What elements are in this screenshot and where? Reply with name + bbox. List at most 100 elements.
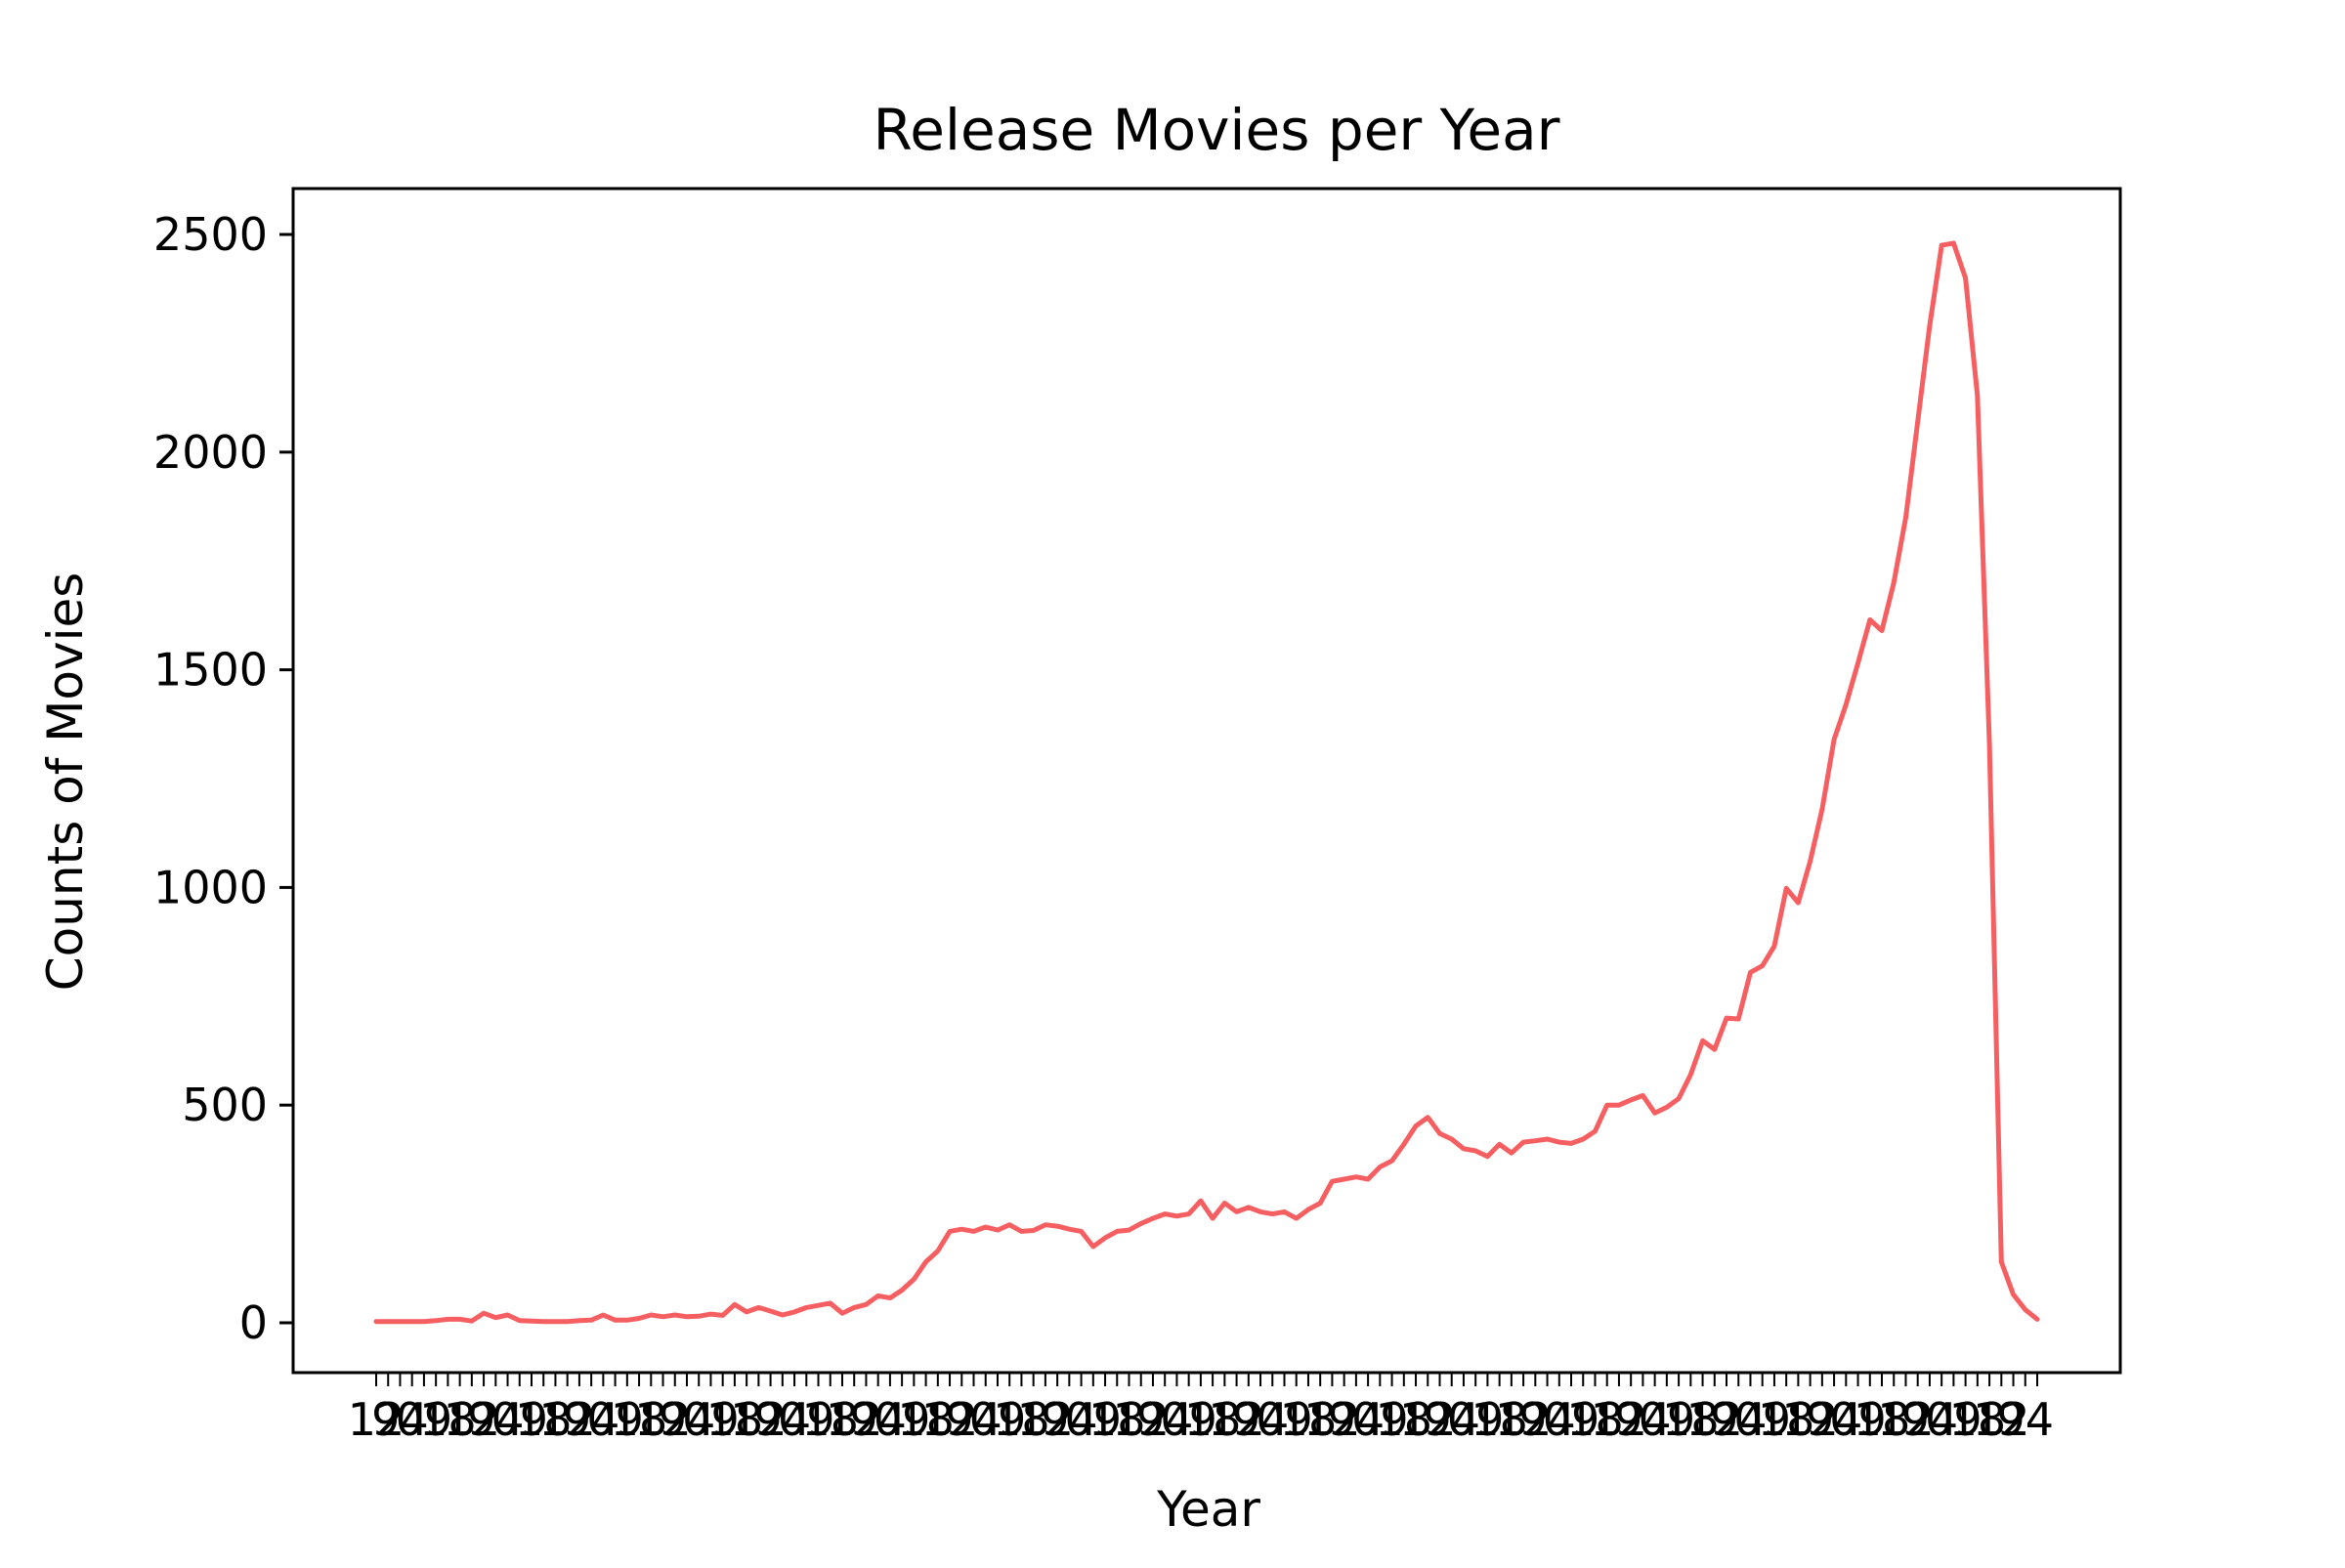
x-tick-label: 94: [1232, 1393, 1290, 1446]
x-tick-label: 18: [1758, 1393, 1815, 1446]
data-point: [482, 1311, 487, 1316]
data-point: [900, 1288, 905, 1293]
data-point: [912, 1277, 917, 1282]
x-tick-label: 94: [659, 1393, 716, 1446]
data-point: [1150, 1216, 1155, 1221]
x-tick-label: 18: [1949, 1393, 2007, 1446]
data-point: [983, 1224, 988, 1229]
data-point: [2035, 1317, 2039, 1322]
data-point: [1796, 900, 1801, 905]
data-point: [1664, 1105, 1669, 1110]
x-tick-label: 94: [1041, 1393, 1098, 1446]
x-tick-label: 18: [1662, 1393, 1720, 1446]
data-point: [1629, 1097, 1634, 1102]
data-point: [1832, 737, 1837, 742]
data-point: [1330, 1179, 1335, 1184]
data-point: [1401, 1142, 1406, 1147]
x-tick-label: 94: [1614, 1393, 1672, 1446]
x-tick-label: 12: [348, 1393, 405, 1446]
x-tick-label: 12: [634, 1393, 692, 1446]
data-point: [446, 1317, 450, 1322]
data-point: [804, 1305, 809, 1310]
x-tick-label: 09: [778, 1393, 835, 1446]
x-tick-label: 12: [1686, 1393, 1744, 1446]
data-point: [1437, 1131, 1442, 1136]
data-point: [1700, 1038, 1705, 1043]
x-tick-label: 09: [490, 1393, 548, 1446]
x-tick-label: 12: [1399, 1393, 1457, 1446]
data-point: [1616, 1103, 1621, 1108]
x-tick-label: 18: [1088, 1393, 1146, 1446]
data-point: [1485, 1154, 1490, 1159]
x-tick-label: 12: [1495, 1393, 1553, 1446]
data-point: [816, 1303, 821, 1308]
x-tick-label: 94: [371, 1393, 429, 1446]
x-tick-label: 18: [897, 1393, 955, 1446]
data-point: [672, 1312, 677, 1317]
data-point: [1581, 1136, 1586, 1141]
data-point: [1987, 742, 1992, 746]
data-point: [386, 1319, 391, 1324]
data-point: [948, 1229, 953, 1234]
x-tick-label: 12: [826, 1393, 883, 1446]
data-point: [732, 1302, 737, 1307]
data-point: [1533, 1138, 1538, 1143]
data-point: [1389, 1159, 1394, 1164]
x-tick-label: 18: [801, 1393, 859, 1446]
x-tick-label: 12: [1112, 1393, 1170, 1446]
data-point: [1712, 1047, 1717, 1052]
data-point: [780, 1312, 785, 1317]
data-point: [1940, 243, 1944, 248]
data-point: [1521, 1140, 1526, 1145]
data-point: [1497, 1142, 1502, 1147]
data-point: [637, 1316, 642, 1321]
data-point: [1186, 1211, 1191, 1216]
x-tick-label: 12: [1208, 1393, 1265, 1446]
x-tick-label: 94: [849, 1393, 907, 1446]
data-point: [1677, 1096, 1682, 1101]
data-point: [457, 1317, 462, 1322]
x-tick-label: 09: [1256, 1393, 1313, 1446]
data-point: [720, 1313, 725, 1318]
data-point: [541, 1319, 546, 1324]
data-point: [1903, 515, 1908, 520]
x-tick-label: 18: [611, 1393, 668, 1446]
data-point: [1819, 807, 1824, 812]
data-point: [1378, 1165, 1383, 1169]
data-point: [1784, 886, 1789, 891]
series-line: [373, 240, 2040, 1325]
data-point: [1294, 1216, 1299, 1221]
data-point: [1031, 1228, 1036, 1233]
data-point: [2023, 1307, 2027, 1312]
x-tick-label: 94: [1423, 1393, 1480, 1446]
x-tick-label: 09: [1065, 1393, 1123, 1446]
data-point: [1509, 1151, 1514, 1156]
data-point: [708, 1312, 713, 1317]
data-point: [1771, 944, 1776, 949]
data-point: [1342, 1176, 1346, 1181]
data-point: [434, 1318, 439, 1323]
data-point: [1927, 323, 1932, 328]
x-tick-label: 18: [515, 1393, 573, 1446]
x-tick-label: 18: [1471, 1393, 1528, 1446]
data-point: [398, 1319, 403, 1324]
x-tick-label: 12: [1303, 1393, 1361, 1446]
data-point: [1951, 240, 1956, 245]
data-point: [1855, 660, 1860, 665]
x-tick-label: 09: [586, 1393, 644, 1446]
data-point: [1545, 1136, 1550, 1141]
data-point: [1067, 1227, 1072, 1232]
data-point: [421, 1319, 426, 1324]
data-point: [1163, 1211, 1168, 1216]
data-point: [1198, 1199, 1203, 1204]
data-point: [745, 1309, 749, 1314]
data-point: [1270, 1211, 1275, 1216]
data-point: [576, 1318, 581, 1323]
plot-area-frame: [291, 187, 2122, 1375]
data-point: [875, 1293, 880, 1298]
x-tick-label: 94: [1996, 1393, 2054, 1446]
x-axis-label: Year: [1156, 1481, 1260, 1538]
x-tick-label: 94: [1901, 1393, 1959, 1446]
series-layer: [373, 240, 2040, 1325]
